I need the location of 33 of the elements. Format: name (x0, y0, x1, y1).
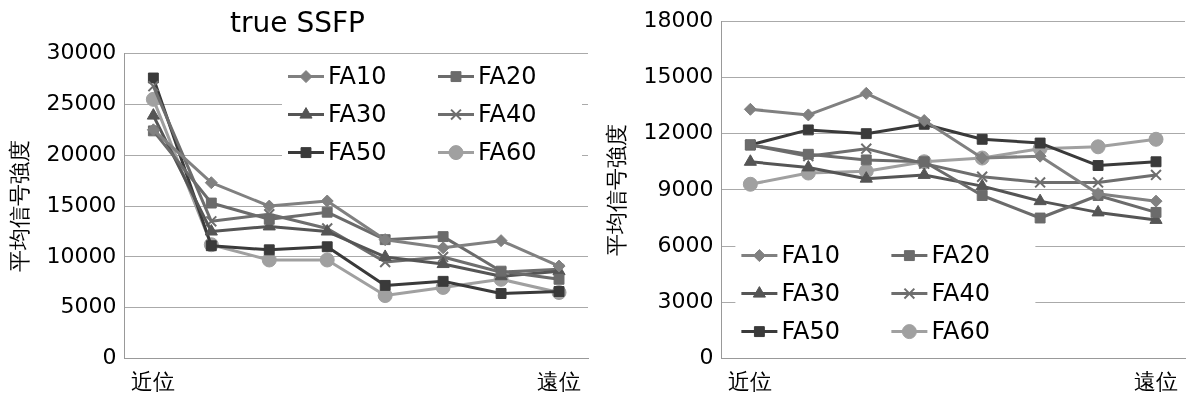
legend-label: FA10 (328, 61, 387, 90)
legend-label: FA60 (478, 137, 537, 166)
y-tick-label: 15000 (46, 191, 117, 217)
legend-label: FA10 (781, 240, 840, 269)
legend-label: FA60 (931, 316, 990, 345)
chart-title: true SSFP (230, 6, 365, 40)
y-tick-label: 20000 (46, 140, 117, 166)
y-tick-label: 15000 (643, 63, 714, 89)
y-axis-title: 平均信号強度 (6, 140, 32, 273)
y-tick-label: 12000 (643, 119, 714, 145)
y-tick-label: 25000 (46, 90, 117, 116)
y-tick-label: 9000 (657, 175, 714, 201)
legend-label: FA40 (931, 278, 990, 307)
y-tick-label: 0 (102, 344, 117, 370)
y-tick-label: 10000 (46, 242, 117, 268)
y-tick-label: 0 (699, 344, 714, 370)
y-tick-label: 3000 (657, 288, 714, 314)
y-tick-label: 30000 (46, 39, 117, 65)
x-tick-label: 近位 (131, 368, 176, 394)
legend-label: FA50 (328, 137, 387, 166)
legend-label: FA20 (478, 61, 537, 90)
legend-label: FA30 (328, 99, 387, 128)
legend-label: FA20 (931, 240, 990, 269)
y-tick-label: 18000 (643, 6, 714, 32)
x-tick-label: 近位 (728, 368, 773, 394)
y-tick-label: 6000 (657, 231, 714, 257)
y-axis-title: 平均信号強度 (603, 123, 629, 256)
x-tick-label: 遠位 (537, 368, 582, 394)
x-tick-label: 遠位 (1134, 368, 1179, 394)
y-tick-label: 5000 (60, 293, 117, 319)
legend-label: FA50 (781, 316, 840, 345)
legend-label: FA30 (781, 278, 840, 307)
legend-label: FA40 (478, 99, 537, 128)
